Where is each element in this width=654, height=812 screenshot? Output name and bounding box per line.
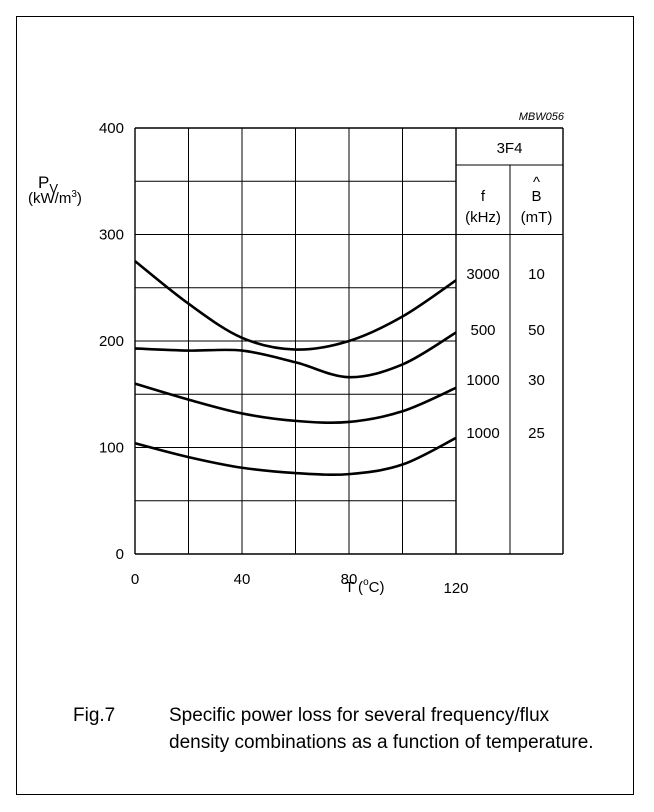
x-axis-label: T (oC) [345,577,384,596]
tick-labels: 0 100 200 300 400 0 40 80 120 [99,120,469,597]
table-col2-header: B [531,188,541,205]
table-b-value: 10 [528,266,545,283]
table-f-value: 1000 [466,425,499,442]
figure-number: Fig.7 [73,705,116,726]
series-curve [134,382,457,424]
x-tick-label: 120 [443,580,468,597]
grid-lines [134,127,457,555]
y-unit-sup: 3 [71,189,77,200]
series-curve [134,260,457,351]
y-tick-label: 400 [99,120,124,137]
table-col2-hat: ^ [533,174,540,191]
x-label-sup: o [363,577,369,588]
y-symbol: P [38,173,49,192]
table-material: 3F4 [497,140,523,157]
x-label: T ( [345,579,363,596]
x-label-close: C) [369,579,385,596]
table-b-value: 50 [528,322,545,339]
series-curve [134,436,457,477]
y-tick-label: 0 [116,546,124,563]
svg-text:(kW/m3): (kW/m3) [28,189,82,207]
x-tick-label: 0 [131,571,139,588]
table-col2-unit: (mT) [521,209,553,226]
table-f-value: 3000 [466,266,499,283]
table-col1-unit: (kHz) [465,209,501,226]
y-unit: (kW/m [28,190,71,207]
y-tick-label: 100 [99,440,124,457]
y-axis-label: PV (kW/m3) [28,173,82,207]
chart-code: MBW056 [519,111,565,123]
y-sub: V [49,181,58,196]
figure-frame [16,16,634,795]
x-tick-label: 80 [341,571,358,588]
svg-text:PV: PV [38,173,58,196]
table-b-value: 25 [528,425,545,442]
y-tick-label: 200 [99,333,124,350]
y-unit-close: ) [77,190,82,207]
table-f-value: 1000 [466,372,499,389]
table-f-value: 500 [470,322,495,339]
curves [134,260,457,477]
table-col1-header: f [481,188,486,205]
y-tick-label: 300 [99,227,124,244]
x-tick-label: 40 [234,571,251,588]
table-b-value: 30 [528,372,545,389]
legend-table: 3F4 f (kHz) ^B (mT) 3000 10 500 50 1000 30 1000 25 [456,127,564,555]
series-curve [134,331,457,379]
figure-caption: Specific power loss for several frequenc… [169,705,594,753]
